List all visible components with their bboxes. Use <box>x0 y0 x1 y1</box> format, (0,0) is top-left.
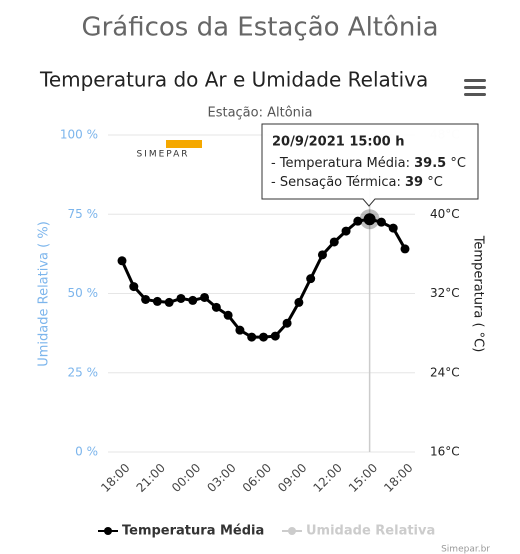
menu-button[interactable] <box>464 79 486 96</box>
y2-axis-title: Temperatura ( °C) <box>471 235 486 353</box>
menu-bar[interactable] <box>464 93 486 96</box>
x-tick-label: 06:00 <box>240 461 274 495</box>
point <box>376 217 386 227</box>
point <box>200 292 210 302</box>
y2-tick-label: 32°C <box>430 286 460 300</box>
tooltip-label: - Temperatura Média: <box>271 156 414 171</box>
y-tick-label: 100 % <box>60 128 98 142</box>
point <box>282 318 292 328</box>
point <box>306 274 316 284</box>
legend-label: Umidade Relativa <box>306 524 435 539</box>
point <box>164 297 174 307</box>
legend-item[interactable]: Umidade Relativa <box>282 524 435 539</box>
x-tick-label: 09:00 <box>275 461 309 495</box>
point <box>141 294 151 304</box>
tooltip-line: - Sensação Térmica: 39 °C <box>271 175 443 190</box>
y-tick-label: 75 % <box>68 207 99 221</box>
legend-label: Temperatura Média <box>122 524 264 539</box>
x-tick-label: 21:00 <box>134 461 168 495</box>
logo-mark <box>166 140 202 148</box>
credits: Simepar.br <box>441 545 490 554</box>
series-line <box>120 217 407 339</box>
point <box>259 332 268 342</box>
point <box>341 226 351 236</box>
logo: SIMEPAR <box>136 150 189 160</box>
point <box>294 297 304 307</box>
page-title: Gráficos da Estação Altônia <box>81 13 438 43</box>
tooltip-title: 20/9/2021 15:00 h <box>272 135 405 150</box>
tooltip-box <box>261 123 479 207</box>
point <box>235 325 245 335</box>
y2-tick-label: 16°C <box>430 445 460 459</box>
point <box>176 293 186 303</box>
point <box>223 310 233 320</box>
point <box>152 296 162 306</box>
legend-item[interactable]: Temperatura Média <box>98 524 264 539</box>
y-tick-label: 25 % <box>68 365 99 379</box>
point <box>129 282 139 292</box>
tooltip-unit: °C <box>423 175 443 190</box>
point <box>188 295 198 305</box>
chart-title: Temperatura do Ar e Umidade Relativa <box>39 68 428 92</box>
tooltip-value: 39.5 <box>414 156 446 171</box>
x-tick-label: 15:00 <box>346 461 380 495</box>
menu-bar[interactable] <box>464 79 486 82</box>
point <box>363 213 376 226</box>
tooltip-line: - Temperatura Média: 39.5 °C <box>271 156 466 171</box>
tooltip-unit: °C <box>446 156 466 171</box>
x-tick-label: 03:00 <box>204 461 238 495</box>
point <box>270 331 280 341</box>
point <box>247 332 257 342</box>
x-tick-label: 18:00 <box>98 461 132 495</box>
point <box>388 223 398 233</box>
x-tick-label: 18:00 <box>381 461 415 495</box>
menu-bar[interactable] <box>464 86 486 89</box>
x-tick-label: 12:00 <box>310 461 344 495</box>
point <box>400 244 410 254</box>
point <box>117 256 127 266</box>
chart-subtitle: Estação: Altônia <box>207 106 312 121</box>
y2-tick-label: 24°C <box>430 365 460 379</box>
tooltip-value: 39 <box>405 175 423 190</box>
point <box>329 237 339 247</box>
y-tick-label: 50 % <box>68 286 99 300</box>
tooltip: 20/9/2021 15:00 h - Temperatura Média: 39… <box>261 123 479 207</box>
point <box>211 302 221 312</box>
tooltip-label: - Sensação Térmica: <box>271 175 405 190</box>
legend-symbol <box>288 527 296 535</box>
x-tick-label: 00:00 <box>169 461 203 495</box>
y-axis-title: Umidade Relativa ( %) <box>37 221 52 367</box>
point <box>317 250 327 260</box>
y2-tick-label: 40°C <box>430 207 460 221</box>
legend-symbol <box>104 527 112 535</box>
point <box>353 216 363 226</box>
y-tick-label: 0 % <box>75 445 98 459</box>
